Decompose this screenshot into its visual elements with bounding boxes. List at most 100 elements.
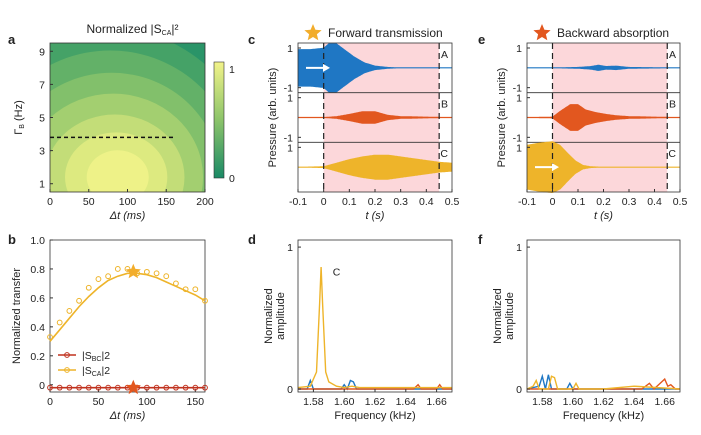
data-point (192, 286, 199, 293)
x-tick-label: 150 (187, 396, 205, 408)
y-tick-label: 0.6 (30, 293, 45, 305)
channel-label: C (440, 148, 448, 160)
spectrum-line (298, 383, 452, 390)
panel-title: Backward absorption (557, 26, 669, 40)
arrow-head (552, 163, 559, 172)
x-tick-label: 0.3 (393, 196, 408, 208)
data-point (105, 273, 112, 280)
x-axis-label: Frequency (kHz) (334, 410, 415, 422)
x-tick-label: 0 (47, 196, 53, 208)
data-point (114, 384, 121, 391)
y-tick-label: 1 (516, 93, 522, 105)
y-tick-label: 1 (39, 179, 45, 191)
plot-frame (49, 239, 206, 393)
data-point (47, 384, 53, 391)
series-fit-line (49, 272, 206, 342)
signal-envelope-B (298, 111, 452, 124)
data-point (66, 308, 73, 314)
data-point (202, 297, 208, 304)
data-point (202, 384, 208, 391)
y-tick-label: 5 (39, 113, 45, 125)
heatmap-level-7 (86, 150, 149, 192)
x-tick-label: 0 (321, 196, 327, 208)
signal-envelope-B (527, 104, 680, 131)
panel-d: 1.58 1.60 1.62 1.64 1.66 0 1 Frequency (kHz) Nor… (263, 239, 453, 422)
series-label: C (333, 266, 341, 278)
y-tick-label: 0 (287, 384, 293, 396)
channel-label: B (669, 99, 676, 111)
data-point (143, 268, 150, 275)
panel-c: ABC-0.1 0 0.1 0.2 0.3 0.4 0.51-11-11t (s)Press… (267, 24, 459, 222)
data-point (76, 297, 82, 304)
x-tick-label: 1.64 (396, 396, 417, 408)
y-tick-label: 1.0 (30, 235, 45, 247)
x-tick-label: 1.62 (593, 396, 614, 408)
y-tick-label: -1 (513, 132, 522, 144)
y-axis-label: ΓB (Hz) (13, 100, 26, 135)
signal-envelope-A (527, 64, 680, 71)
x-tick-label: 0.5 (445, 196, 460, 208)
y-axis-label: Normalized transfer (11, 268, 23, 364)
y-tick-label: 3 (39, 146, 45, 158)
data-point (85, 384, 92, 391)
data-point (173, 384, 179, 391)
star-marker (125, 263, 141, 279)
panel-a-title: Normalized |SCA|² (87, 22, 179, 37)
panel-label-d: d (248, 232, 256, 247)
data-point (66, 384, 73, 391)
colorbar-tick-label: 0 (229, 173, 235, 185)
x-tick-label: 0.3 (622, 196, 637, 208)
spectrum-line (526, 375, 681, 390)
x-tick-label: -0.1 (289, 196, 307, 208)
y-axis-label: amplitude (504, 292, 516, 340)
data-point (105, 384, 112, 391)
x-tick-label: 0 (47, 396, 53, 408)
data-point (95, 276, 102, 282)
x-tick-label: 0.2 (596, 196, 611, 208)
x-tick-label: 0.1 (342, 196, 357, 208)
channel-label: C (668, 148, 676, 160)
y-tick-label: -1 (284, 83, 293, 95)
y-axis-label: Pressure (arb. units) (267, 68, 279, 168)
y-tick-label: 0.4 (30, 322, 45, 334)
y-tick-label: -1 (284, 132, 293, 144)
data-point (192, 384, 199, 391)
x-tick-label: 0.1 (571, 196, 586, 208)
data-point (153, 270, 160, 277)
data-point (163, 273, 170, 280)
x-axis-label: Frequency (kHz) (563, 410, 644, 422)
data-point (76, 384, 82, 391)
legend-label: |SBC|2 (82, 350, 110, 363)
data-point (95, 384, 102, 391)
x-axis-label: Δt (ms) (109, 210, 146, 222)
y-tick-label: 1 (287, 242, 293, 254)
y-tick-label: 0 (39, 380, 45, 392)
y-tick-label: -1 (513, 83, 522, 95)
x-tick-label: 0.4 (419, 196, 434, 208)
x-tick-label: 1.62 (365, 396, 386, 408)
panel-b: 0 50 100 150 0 0.2 0.4 0.6 0.8 1.0 Δt (ms) Normaliz… (11, 235, 208, 422)
signal-envelope-C (298, 154, 452, 180)
panel-label-b: b (8, 232, 16, 247)
x-tick-label: 100 (119, 196, 137, 208)
data-point (153, 384, 160, 391)
spectrum-line (298, 378, 452, 391)
y-tick-label: 7 (39, 79, 45, 91)
data-point (114, 266, 121, 272)
data-point (182, 286, 189, 293)
channel-label: A (441, 49, 448, 61)
y-tick-label: 0.2 (30, 351, 45, 363)
data-point (56, 319, 63, 326)
title-star (533, 24, 551, 41)
panel-label-c: c (248, 32, 255, 47)
x-axis-label: t (s) (594, 210, 613, 222)
y-axis-label: Pressure (arb. units) (496, 68, 508, 168)
y-tick-label: 1 (287, 93, 293, 105)
panel-e: ABC-0.1 0 0.1 0.2 0.3 0.4 0.51-11-11t (s)Press… (496, 24, 687, 222)
x-tick-label: 0 (550, 196, 556, 208)
y-tick-label: 9 (39, 46, 45, 58)
plot-frame (526, 239, 681, 393)
y-tick-label: 1 (287, 43, 293, 55)
heatmap-contours (50, 43, 205, 192)
